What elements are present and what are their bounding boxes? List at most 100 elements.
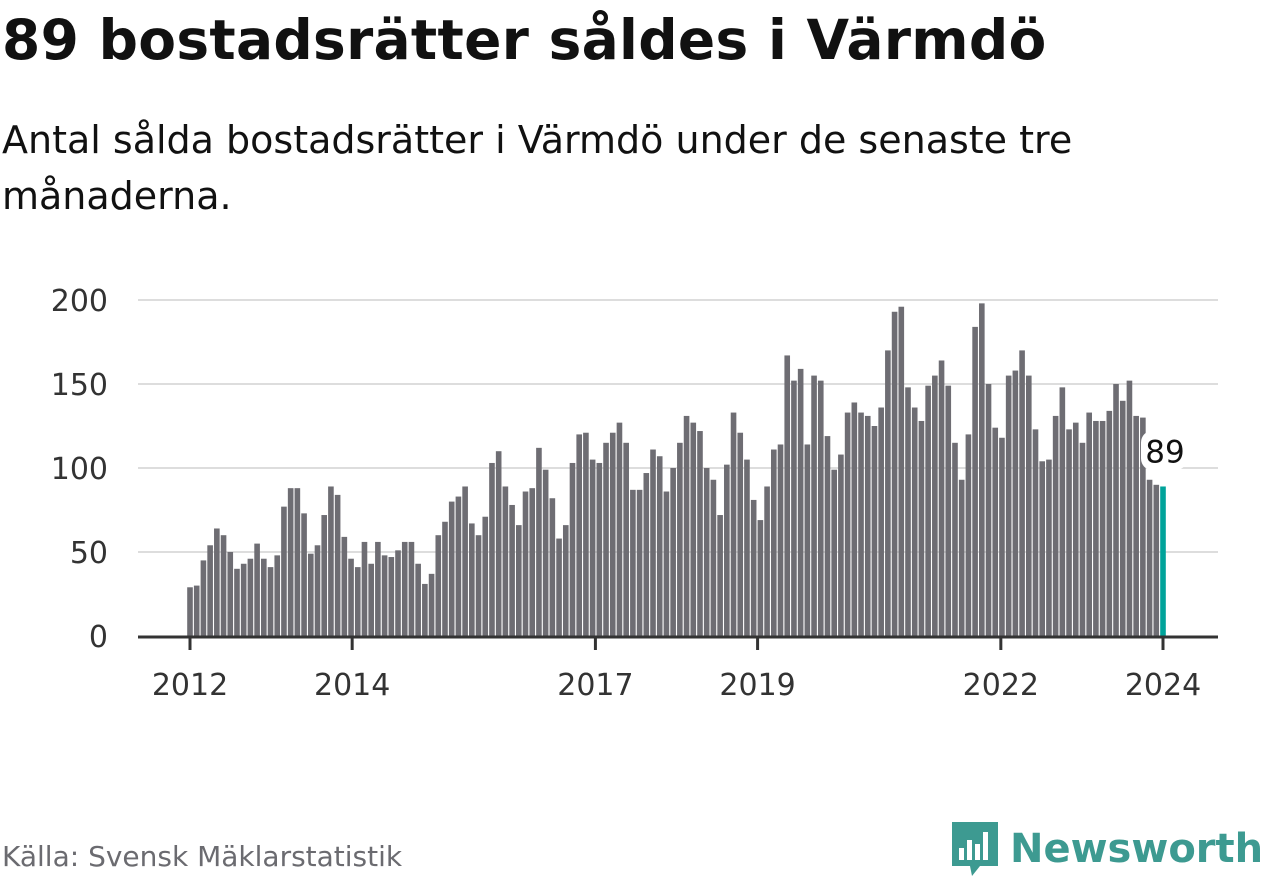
bar [697,431,703,636]
bar [737,432,744,636]
bar [348,558,354,636]
bar [851,402,858,636]
bar [985,384,992,636]
bar [831,469,837,636]
chart-subtitle: Antal sålda bostadsrätter i Värmdö under… [2,118,1073,218]
bar [428,573,435,636]
bar [475,535,482,636]
bar [784,355,791,636]
data-label-bg [1141,430,1187,471]
bar [1025,375,1032,636]
bar-chart: 0 50 100 150 200 2012 2014 2017 2019 2022 2024 89 [51,284,1218,703]
bar [422,583,428,636]
bar [1093,420,1099,636]
bar [1046,459,1052,636]
bar [630,489,636,636]
bar [811,375,817,636]
bar [958,479,965,636]
bar [1140,417,1146,636]
bar [556,538,562,636]
bar [247,558,254,636]
bar [261,558,267,636]
bar [576,434,583,636]
bar [354,567,361,636]
bar [193,585,200,636]
bar [1039,461,1046,636]
bar [1005,375,1012,636]
bar [791,380,797,636]
bar [234,568,240,636]
bar [240,563,247,636]
bar [616,422,623,636]
x-tick-label: 2017 [557,668,633,703]
bar [1106,410,1113,636]
bar [1079,442,1086,636]
bar [489,462,495,636]
bar [898,306,905,636]
bar [495,451,502,636]
bar [918,420,925,636]
bar [1019,350,1025,636]
bar [562,525,569,636]
logo-text: Newsworthy [1010,826,1262,872]
bar [1059,387,1066,636]
bar [227,552,234,636]
bar [717,515,723,636]
bar [462,486,468,636]
bar [509,504,515,636]
bar [891,311,898,636]
bar [442,521,448,636]
bar [1153,484,1160,636]
bar [287,488,294,636]
bar [267,567,274,636]
bar [885,350,891,636]
bar [677,442,683,636]
bar [992,427,999,636]
bar [220,535,227,636]
bar [469,523,475,636]
bar [281,506,287,636]
bar [569,462,576,636]
bar [764,486,770,636]
bar [516,525,522,636]
bar [911,407,918,636]
y-tick-label: 150 [51,368,108,403]
bar [609,432,616,636]
bar [395,550,401,636]
x-tick-label: 2012 [152,668,228,703]
bar [838,454,844,636]
bar [254,543,260,636]
bar [878,407,884,636]
bar [388,557,395,636]
source-note: Källa: Svensk Mäklarstatistik [2,840,403,873]
bar [1072,422,1079,636]
bar [636,489,643,636]
bar [207,545,213,636]
bar [757,520,764,636]
bar [214,528,220,636]
bar [777,444,784,636]
bar [770,449,777,636]
bar [999,437,1005,636]
bar [583,432,589,636]
y-tick-label: 100 [51,452,108,487]
bar [1113,384,1119,636]
bar [1066,429,1072,636]
bar [744,459,750,636]
bar [952,442,958,636]
bar [542,469,549,636]
y-tick-label: 200 [51,284,108,319]
bar [341,536,348,636]
x-tick-label: 2014 [314,668,390,703]
bar [623,442,629,636]
bar [482,516,489,636]
bar [294,488,301,636]
bar [1052,415,1059,636]
bar [361,541,368,636]
bar [730,412,737,636]
bar [529,488,536,636]
bar [415,563,421,636]
newsworthy-logo-icon [952,822,998,876]
bar [965,434,972,636]
bar [596,462,603,636]
